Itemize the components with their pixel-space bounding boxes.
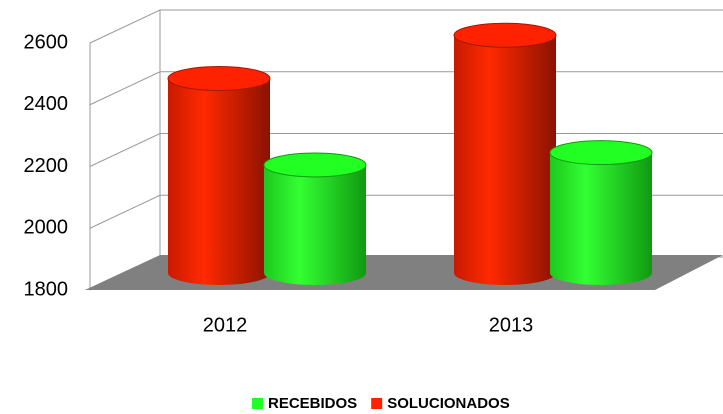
y-tick-label: 2600	[24, 31, 69, 53]
bar	[453, 22, 557, 285]
bar-body	[264, 164, 366, 273]
bar	[549, 140, 653, 285]
y-tick-label: 2200	[24, 155, 69, 177]
y-tick-label: 2000	[24, 217, 69, 239]
legend-label: SOLUCIONADOS	[387, 395, 510, 412]
bar-top	[263, 152, 367, 178]
bar-top	[549, 140, 653, 166]
bar-body	[168, 78, 270, 273]
bar	[263, 152, 367, 285]
legend-swatch	[371, 398, 383, 409]
y-tick-label: 2400	[24, 93, 69, 115]
bar	[167, 65, 271, 285]
legend-label: RECEBIDOS	[268, 395, 357, 412]
bar-top	[453, 22, 557, 48]
x-tick-label: 2013	[489, 314, 534, 336]
legend-swatch	[252, 398, 263, 409]
x-tick-label: 2012	[203, 314, 248, 336]
bar-top	[167, 65, 271, 91]
bar-body	[550, 152, 652, 273]
grid-line	[89, 9, 723, 44]
bar-body	[454, 35, 556, 274]
y-tick-label: 1800	[24, 278, 69, 300]
